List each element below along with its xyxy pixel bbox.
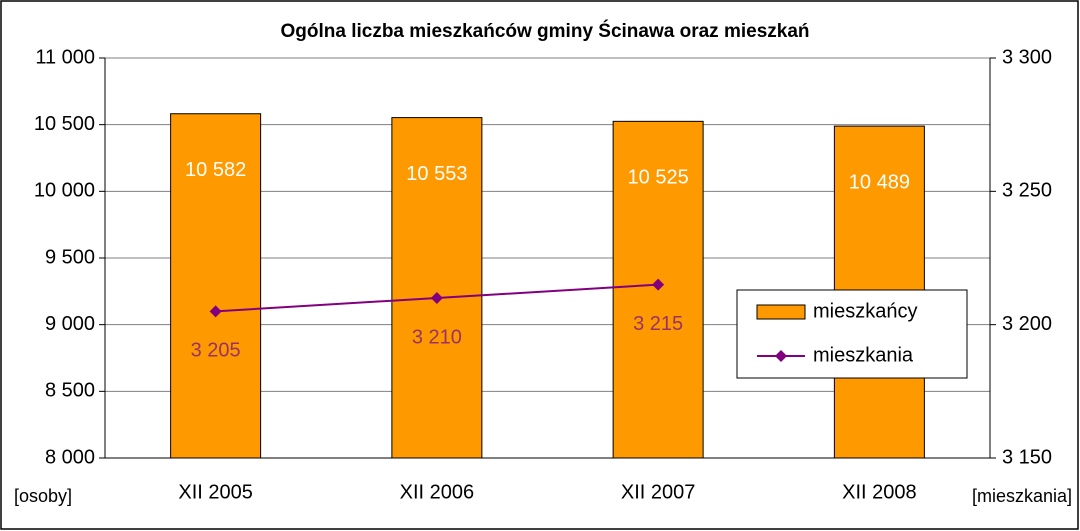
x-tick-label: XII 2006 (400, 481, 475, 503)
legend-marker (775, 350, 787, 362)
y-tick-label: 8 000 (45, 446, 95, 468)
y2-tick-label: 3 200 (1002, 313, 1052, 335)
y-tick-label: 9 000 (45, 313, 95, 335)
bar (170, 113, 262, 459)
y2-tick-label: 3 250 (1002, 180, 1052, 202)
x-tick-label: XII 2007 (621, 481, 696, 503)
legend-label: mieszkania (813, 344, 914, 366)
y-tick-label: 10 500 (34, 113, 95, 135)
line-marker (209, 305, 222, 318)
bar-value-label: 10 582 (185, 159, 246, 181)
x-tick-label: XII 2008 (842, 481, 917, 503)
chart-title: Ogólna liczba mieszkańców gminy Ścinawa … (280, 20, 809, 42)
bar-value-label: 10 489 (849, 171, 910, 193)
line-value-label: 3 215 (633, 313, 683, 335)
line-value-label: 3 205 (191, 340, 241, 362)
y-axis-label: [osoby] (14, 486, 72, 506)
y-tick-label: 11 000 (35, 46, 95, 68)
line-value-label: 3 210 (412, 326, 462, 348)
line-marker (652, 278, 665, 291)
x-tick-label: XII 2005 (178, 481, 253, 503)
legend-label: mieszkańcy (813, 300, 917, 322)
bar (391, 117, 483, 459)
line-marker (430, 292, 443, 304)
y-tick-label: 9 500 (45, 246, 95, 268)
bar-value-label: 10 553 (406, 163, 467, 185)
y-tick-label: 10 000 (34, 180, 95, 202)
bar-value-label: 10 525 (628, 167, 689, 189)
legend-swatch (756, 304, 806, 320)
y-tick-label: 8 500 (45, 380, 95, 402)
y2-axis-label: [mieszkania] (972, 486, 1072, 506)
y2-tick-label: 3 150 (1002, 446, 1052, 468)
y2-tick-label: 3 300 (1002, 46, 1052, 68)
